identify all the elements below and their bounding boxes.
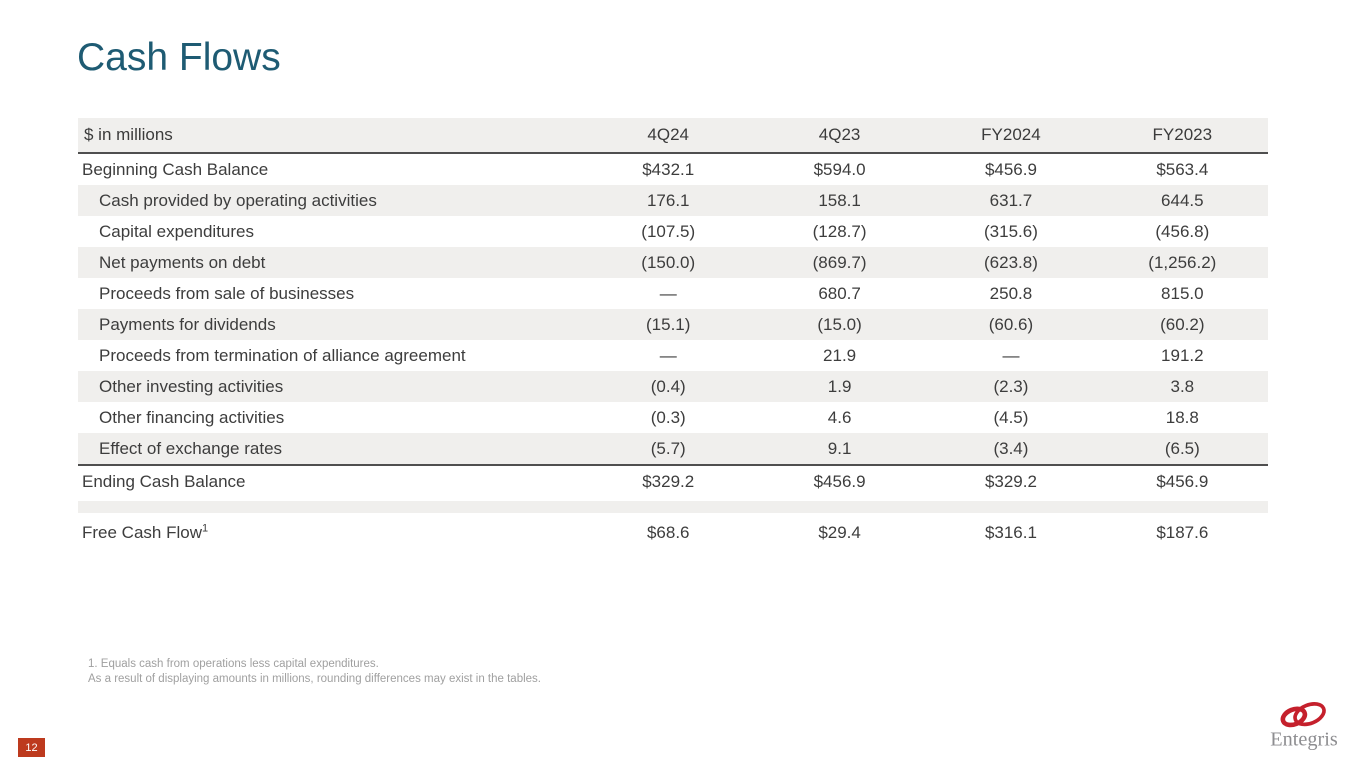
cell-value: 158.1 (753, 185, 926, 216)
cell-value: $329.2 (984, 471, 1037, 491)
cell-value: $316.1 (984, 523, 1037, 542)
table-row: Net payments on debt (150.0) (869.7) (62… (78, 247, 1268, 278)
cell-value: — (1002, 345, 1020, 365)
cell-value: (2.3) (925, 371, 1097, 402)
cell-value: (1,256.2) (1096, 247, 1268, 278)
cell-value: (107.5) (641, 221, 696, 241)
table-row: Free Cash Flow1 $68.6 $29.4 $316.1 $187.… (78, 515, 1268, 551)
page-number-badge: 12 (18, 738, 45, 757)
cell-value: (60.6) (925, 309, 1097, 340)
cell-value: (5.7) (582, 433, 754, 466)
footnote-line: As a result of displaying amounts in mil… (88, 673, 541, 685)
table-row: Payments for dividends (15.1) (15.0) (60… (78, 309, 1268, 340)
entegris-rings-icon (1280, 702, 1326, 728)
cell-value: 3.8 (1096, 371, 1268, 402)
table-row: Proceeds from termination of alliance ag… (78, 340, 1268, 371)
column-header-4q24: 4Q24 (582, 118, 754, 154)
cell-value: 191.2 (1161, 345, 1204, 365)
cell-value: 680.7 (818, 283, 861, 303)
column-header-fy2023: FY2023 (1096, 118, 1268, 154)
cell-value: — (659, 283, 677, 303)
cell-value: (15.1) (582, 309, 754, 340)
cell-value: $456.9 (813, 471, 866, 491)
footnote-line: 1. Equals cash from operations less capi… (88, 658, 379, 670)
cell-value: 176.1 (582, 185, 754, 216)
cell-value: $29.4 (818, 523, 861, 542)
row-label: Payments for dividends (78, 309, 583, 340)
free-cash-flow-label: Free Cash Flow (82, 523, 202, 542)
cell-value: (315.6) (984, 221, 1038, 241)
cell-value: (0.3) (650, 407, 686, 427)
row-label: Other financing activities (99, 407, 285, 427)
cell-value: $432.1 (642, 159, 695, 179)
cell-value: (128.7) (812, 221, 867, 241)
footnotes: 1. Equals cash from operations less capi… (88, 657, 541, 687)
cell-value: 631.7 (925, 185, 1097, 216)
cell-value: $456.9 (984, 159, 1037, 179)
table-row: Capital expenditures (107.5) (128.7) (31… (78, 216, 1268, 247)
cash-flow-table-container: $ in millions 4Q24 4Q23 FY2024 FY2023 Be… (78, 118, 1268, 550)
cell-value: (4.5) (993, 407, 1029, 427)
table-row: Ending Cash Balance $329.2 $456.9 $329.2… (78, 465, 1268, 499)
table-header-row: $ in millions 4Q24 4Q23 FY2024 FY2023 (78, 118, 1268, 154)
cell-value: — (659, 345, 677, 365)
cell-value: (3.4) (925, 433, 1097, 466)
row-label: Cash provided by operating activities (78, 185, 583, 216)
cell-value: (0.4) (582, 371, 754, 402)
row-label: Capital expenditures (99, 221, 254, 241)
page-number: 12 (25, 741, 38, 754)
table-row: Proceeds from sale of businesses — 680.7… (78, 278, 1268, 309)
row-label: Other investing activities (78, 371, 583, 402)
cell-value: 1.9 (753, 371, 926, 402)
cell-value: (150.0) (582, 247, 754, 278)
cell-value: $68.6 (646, 523, 690, 542)
cell-value: 815.0 (1161, 283, 1204, 303)
table-row: Cash provided by operating activities 17… (78, 185, 1268, 216)
cell-value: 21.9 (823, 345, 857, 365)
row-label: Beginning Cash Balance (82, 159, 269, 179)
cell-value: (15.0) (753, 309, 926, 340)
footnote-marker: 1 (201, 522, 209, 535)
cell-value: $187.6 (1156, 523, 1209, 542)
cell-value: 9.1 (753, 433, 926, 466)
cell-value: (869.7) (753, 247, 926, 278)
column-header-4q23: 4Q23 (753, 118, 926, 154)
column-header-fy2024: FY2024 (925, 118, 1097, 154)
cell-value: $329.2 (642, 471, 695, 491)
table-row: Other investing activities (0.4) 1.9 (2.… (78, 371, 1268, 402)
row-label: Free Cash Flow1 (78, 515, 583, 551)
cell-value: $594.0 (813, 159, 866, 179)
cell-value: $563.4 (1156, 159, 1209, 179)
table-row: Beginning Cash Balance $432.1 $594.0 $45… (78, 153, 1268, 185)
row-label: Proceeds from termination of alliance ag… (99, 345, 466, 365)
cell-value: (60.2) (1096, 309, 1268, 340)
cell-value: (456.8) (1155, 221, 1210, 241)
cash-flow-table: $ in millions 4Q24 4Q23 FY2024 FY2023 Be… (78, 118, 1268, 550)
row-label: Proceeds from sale of businesses (99, 283, 355, 303)
cell-value: $456.9 (1156, 471, 1209, 491)
entegris-logo: Entegris (1270, 702, 1338, 750)
table-row: Effect of exchange rates (5.7) 9.1 (3.4)… (78, 433, 1268, 466)
page-title: Cash Flows (77, 36, 281, 79)
cell-value: (6.5) (1096, 433, 1268, 466)
cell-value: 250.8 (989, 283, 1033, 303)
cell-value: 644.5 (1096, 185, 1268, 216)
row-label: Effect of exchange rates (78, 433, 583, 466)
row-label: Ending Cash Balance (82, 471, 246, 491)
cell-value: 4.6 (827, 407, 852, 427)
unit-label: $ in millions (78, 118, 583, 154)
cell-value: 18.8 (1165, 407, 1199, 427)
spacer-row (78, 497, 1268, 516)
row-label: Net payments on debt (78, 247, 583, 278)
spacer-cell (78, 497, 1268, 516)
cell-value: (623.8) (925, 247, 1097, 278)
entegris-wordmark: Entegris (1270, 728, 1338, 750)
table-row: Other financing activities (0.3) 4.6 (4.… (78, 402, 1268, 433)
